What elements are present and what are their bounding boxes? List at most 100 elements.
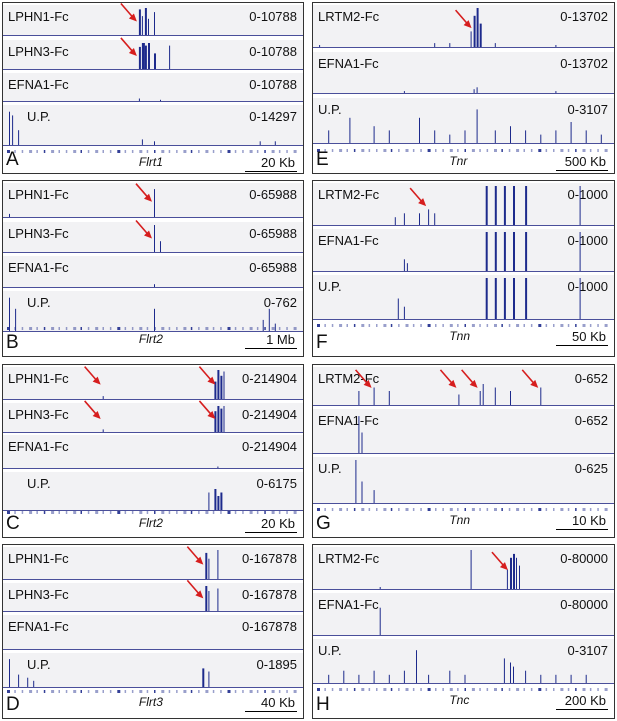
gene-annotation-tick [567,688,570,691]
signal-peak [419,117,420,143]
gene-annotation-tick [7,511,10,514]
signal-peak [506,569,508,589]
gene-annotation-tick [109,327,112,330]
gene-annotation-tick [412,149,415,152]
gene-annotation-tick [51,511,55,514]
gene-annotation-tick [73,150,77,153]
gene-annotation-tick [256,690,259,693]
gene-annotation-tick [205,150,209,153]
signal-peak [555,130,557,143]
track-1 [3,183,303,217]
signal-peak [205,552,208,579]
gene-annotation-tick [7,327,10,330]
scale-bar [245,711,297,712]
gene-annotation-tick [501,508,503,511]
track-name: EFNA1-Fc [8,619,69,634]
signal-peak [138,46,141,69]
gene-annotation-tick [249,150,253,153]
gene-annotation-tick [317,149,320,152]
gene-annotation-tick [146,690,149,693]
signal-peak [202,668,205,687]
gene-annotation-tick [220,327,222,330]
panel-letter: G [316,513,331,534]
signal-peak [449,134,451,143]
panel-letter: D [6,694,20,715]
signal-peak [516,557,517,589]
track-name: EFNA1-Fc [8,439,69,454]
gene-annotation-tick [293,327,297,330]
gene-annotation-tick [183,511,187,514]
gene-annotation-tick [161,511,165,514]
gene-annotation-tick [109,690,112,693]
track-name: LPHN3-Fc [8,407,69,422]
scale-label: 20 Kb [261,516,295,531]
signal-peak [525,232,528,271]
red-arrow-icon [135,219,152,239]
scale-label: 500 Kb [564,154,606,169]
gene-annotation-tick [405,324,409,327]
scale-bar [556,529,608,530]
gene-annotation-tick [234,327,237,330]
panel-d: LPHN1-Fc 0-167878 LPHN3-Fc 0-167878 EFNA1-Fc… [2,544,304,719]
track-baseline [3,101,303,102]
gene-annotation-tick [420,149,422,152]
gene-annotation-tick [398,149,400,152]
gene-annotation-tick [589,149,592,152]
gene-annotation-tick [553,508,555,511]
gene-annotation-tick [545,688,548,691]
gene-annotation-tick [65,690,68,693]
gene-annotation-tick [190,511,193,514]
gene-annotation-tick [361,149,365,152]
track-baseline [3,510,303,511]
signal-peak [579,186,581,225]
gene-annotation-tick [168,690,171,693]
signal-peak [585,130,587,143]
signal-peak [510,126,511,143]
track-1 [313,183,614,225]
signal-peak [485,278,488,319]
track-range: 0-10788 [249,9,297,24]
track-baseline [3,252,303,253]
gene-annotation-tick [479,688,481,691]
gene-annotation-tick [405,149,409,152]
signal-peak [579,232,581,271]
gene-annotation-tick [212,690,215,693]
gene-annotation-tick [80,511,82,514]
track-3 [313,98,614,143]
gene-annotation-tick [508,508,511,511]
gene-annotation-tick [479,324,481,327]
gene-annotation-tick [412,688,415,691]
signal-peak [358,674,360,683]
gene-annotation-tick [29,327,33,330]
gene-annotation-tick [435,688,437,691]
signal-peak [473,89,475,93]
gene-annotation-tick [242,511,244,514]
signal-peak [144,45,147,69]
gene-annotation-tick [95,327,99,330]
gene-annotation-tick [582,508,586,511]
signal-peak [458,394,460,405]
track-name: U.P. [27,476,51,491]
gene-annotation-tick [293,511,297,514]
gene-annotation-tick [212,511,215,514]
red-arrow-icon [84,400,101,419]
gene-name: Flrt2 [138,332,163,346]
scale-label: 200 Kb [564,693,606,708]
gene-annotation-tick [449,688,453,691]
gene-annotation-tick [479,508,481,511]
track-3 [3,435,303,468]
signal-peak [154,308,155,331]
gene-annotation-tick [36,511,38,514]
gene-annotation-tick [73,690,77,693]
gene-annotation-tick [575,508,577,511]
gene-annotation-tick [324,688,326,691]
gene-annotation-tick [464,508,466,511]
track-name: EFNA1-Fc [318,56,379,71]
gene-annotation-tick [553,324,555,327]
gene-annotation-tick [43,511,46,514]
gene-annotation-tick [264,150,266,153]
red-arrow-icon [186,579,204,599]
gene-annotation-tick [146,150,149,153]
signal-peak [394,217,396,225]
gene-annotation-tick [368,149,371,152]
